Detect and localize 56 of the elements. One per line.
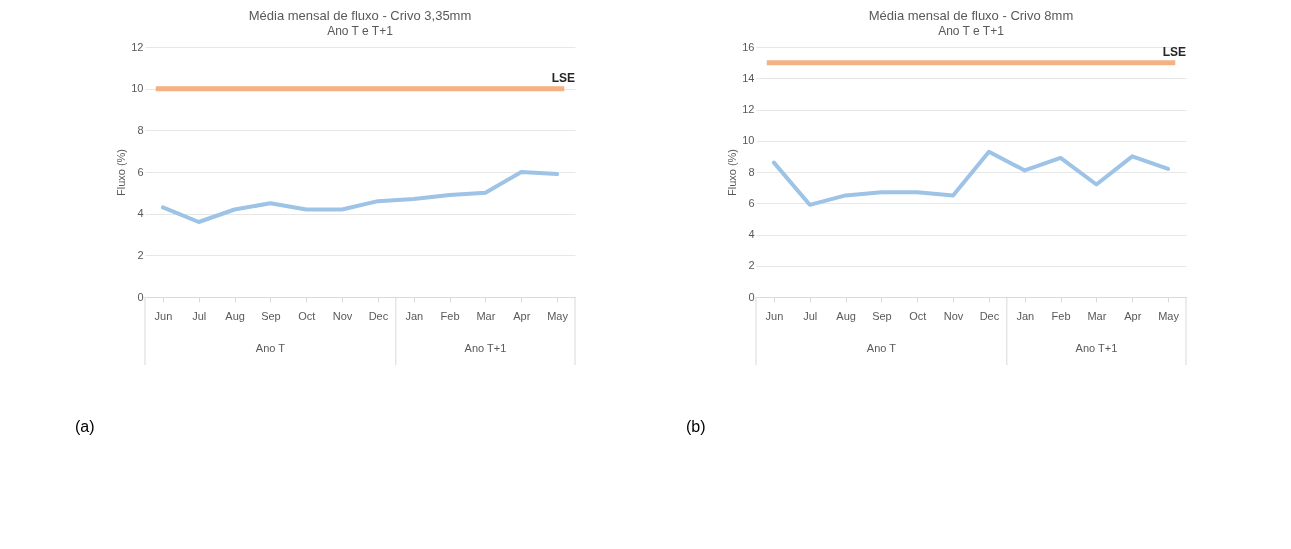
text: Ano T+1 [464, 342, 507, 354]
chart-title: Média mensal de fluxo - Crivo 8mm [868, 8, 1074, 23]
y-tick-label: 8 [137, 123, 144, 136]
y-tick-label: 10 [742, 134, 755, 147]
y-tick-label: 6 [137, 165, 144, 178]
text: (a) [75, 418, 95, 435]
x-tick-label: Apr [1124, 309, 1142, 322]
y-axis-title: Fluxo (%) [115, 148, 128, 197]
y-tick-label: 2 [137, 248, 144, 261]
text: (b) [686, 418, 706, 435]
y-tick-label: 8 [748, 165, 755, 178]
x-tick-label: Sep [872, 309, 892, 322]
x-tick-label: Jul [192, 309, 207, 322]
text: Ano T [866, 342, 897, 354]
x-tick-label: Jul [803, 309, 818, 322]
ref-line-label: LSE [551, 70, 575, 85]
y-tick-label: 6 [748, 196, 755, 209]
y-tick-label: 4 [748, 228, 755, 240]
chart-subtitle: Ano T e T+1 [938, 24, 1005, 38]
x-tick-label: Feb [440, 309, 460, 322]
x-tick-label: Oct [298, 309, 316, 322]
text: Ano T+1 [1075, 342, 1118, 354]
y-tick-label: 2 [748, 259, 755, 272]
x-tick-label: Nov [943, 309, 964, 322]
x-tick-label: May [547, 309, 569, 322]
y-axis-title: Fluxo (%) [726, 148, 739, 197]
x-tick-label: Dec [368, 309, 389, 322]
y-tick-label: 10 [131, 82, 144, 95]
y-tick-label: 14 [742, 71, 755, 84]
x-tick-label: Apr [513, 309, 531, 322]
y-tick-label: 0 [748, 290, 755, 303]
chart-subtitle: Ano T e T+1 [327, 24, 394, 38]
chart-title: Média mensal de fluxo - Crivo 3,35mm [248, 8, 472, 23]
x-tick-label: Jun [154, 309, 173, 322]
x-tick-label: Aug [225, 309, 245, 322]
x-tick-label: May [1158, 309, 1180, 322]
x-tick-label: Feb [1051, 309, 1071, 322]
y-tick-label: 12 [742, 103, 755, 115]
x-tick-label: Nov [332, 309, 353, 322]
x-tick-label: Mar [476, 309, 496, 322]
x-tick-label: Jan [1016, 309, 1035, 322]
x-tick-label: Sep [261, 309, 281, 322]
y-tick-label: 16 [742, 40, 755, 53]
text: Ano T [255, 342, 286, 354]
x-tick-label: Jan [405, 309, 424, 322]
ref-line-label: LSE [1162, 44, 1186, 59]
x-tick-label: Aug [836, 309, 856, 322]
y-tick-label: 0 [137, 290, 144, 303]
x-tick-label: Oct [909, 309, 927, 322]
y-tick-label: 12 [131, 40, 144, 53]
y-tick-label: 4 [137, 207, 144, 220]
line-series [771, 149, 1171, 207]
line-series [160, 170, 560, 224]
x-tick-label: Jun [765, 309, 784, 322]
x-tick-label: Mar [1087, 309, 1107, 322]
x-tick-label: Dec [979, 309, 1000, 322]
